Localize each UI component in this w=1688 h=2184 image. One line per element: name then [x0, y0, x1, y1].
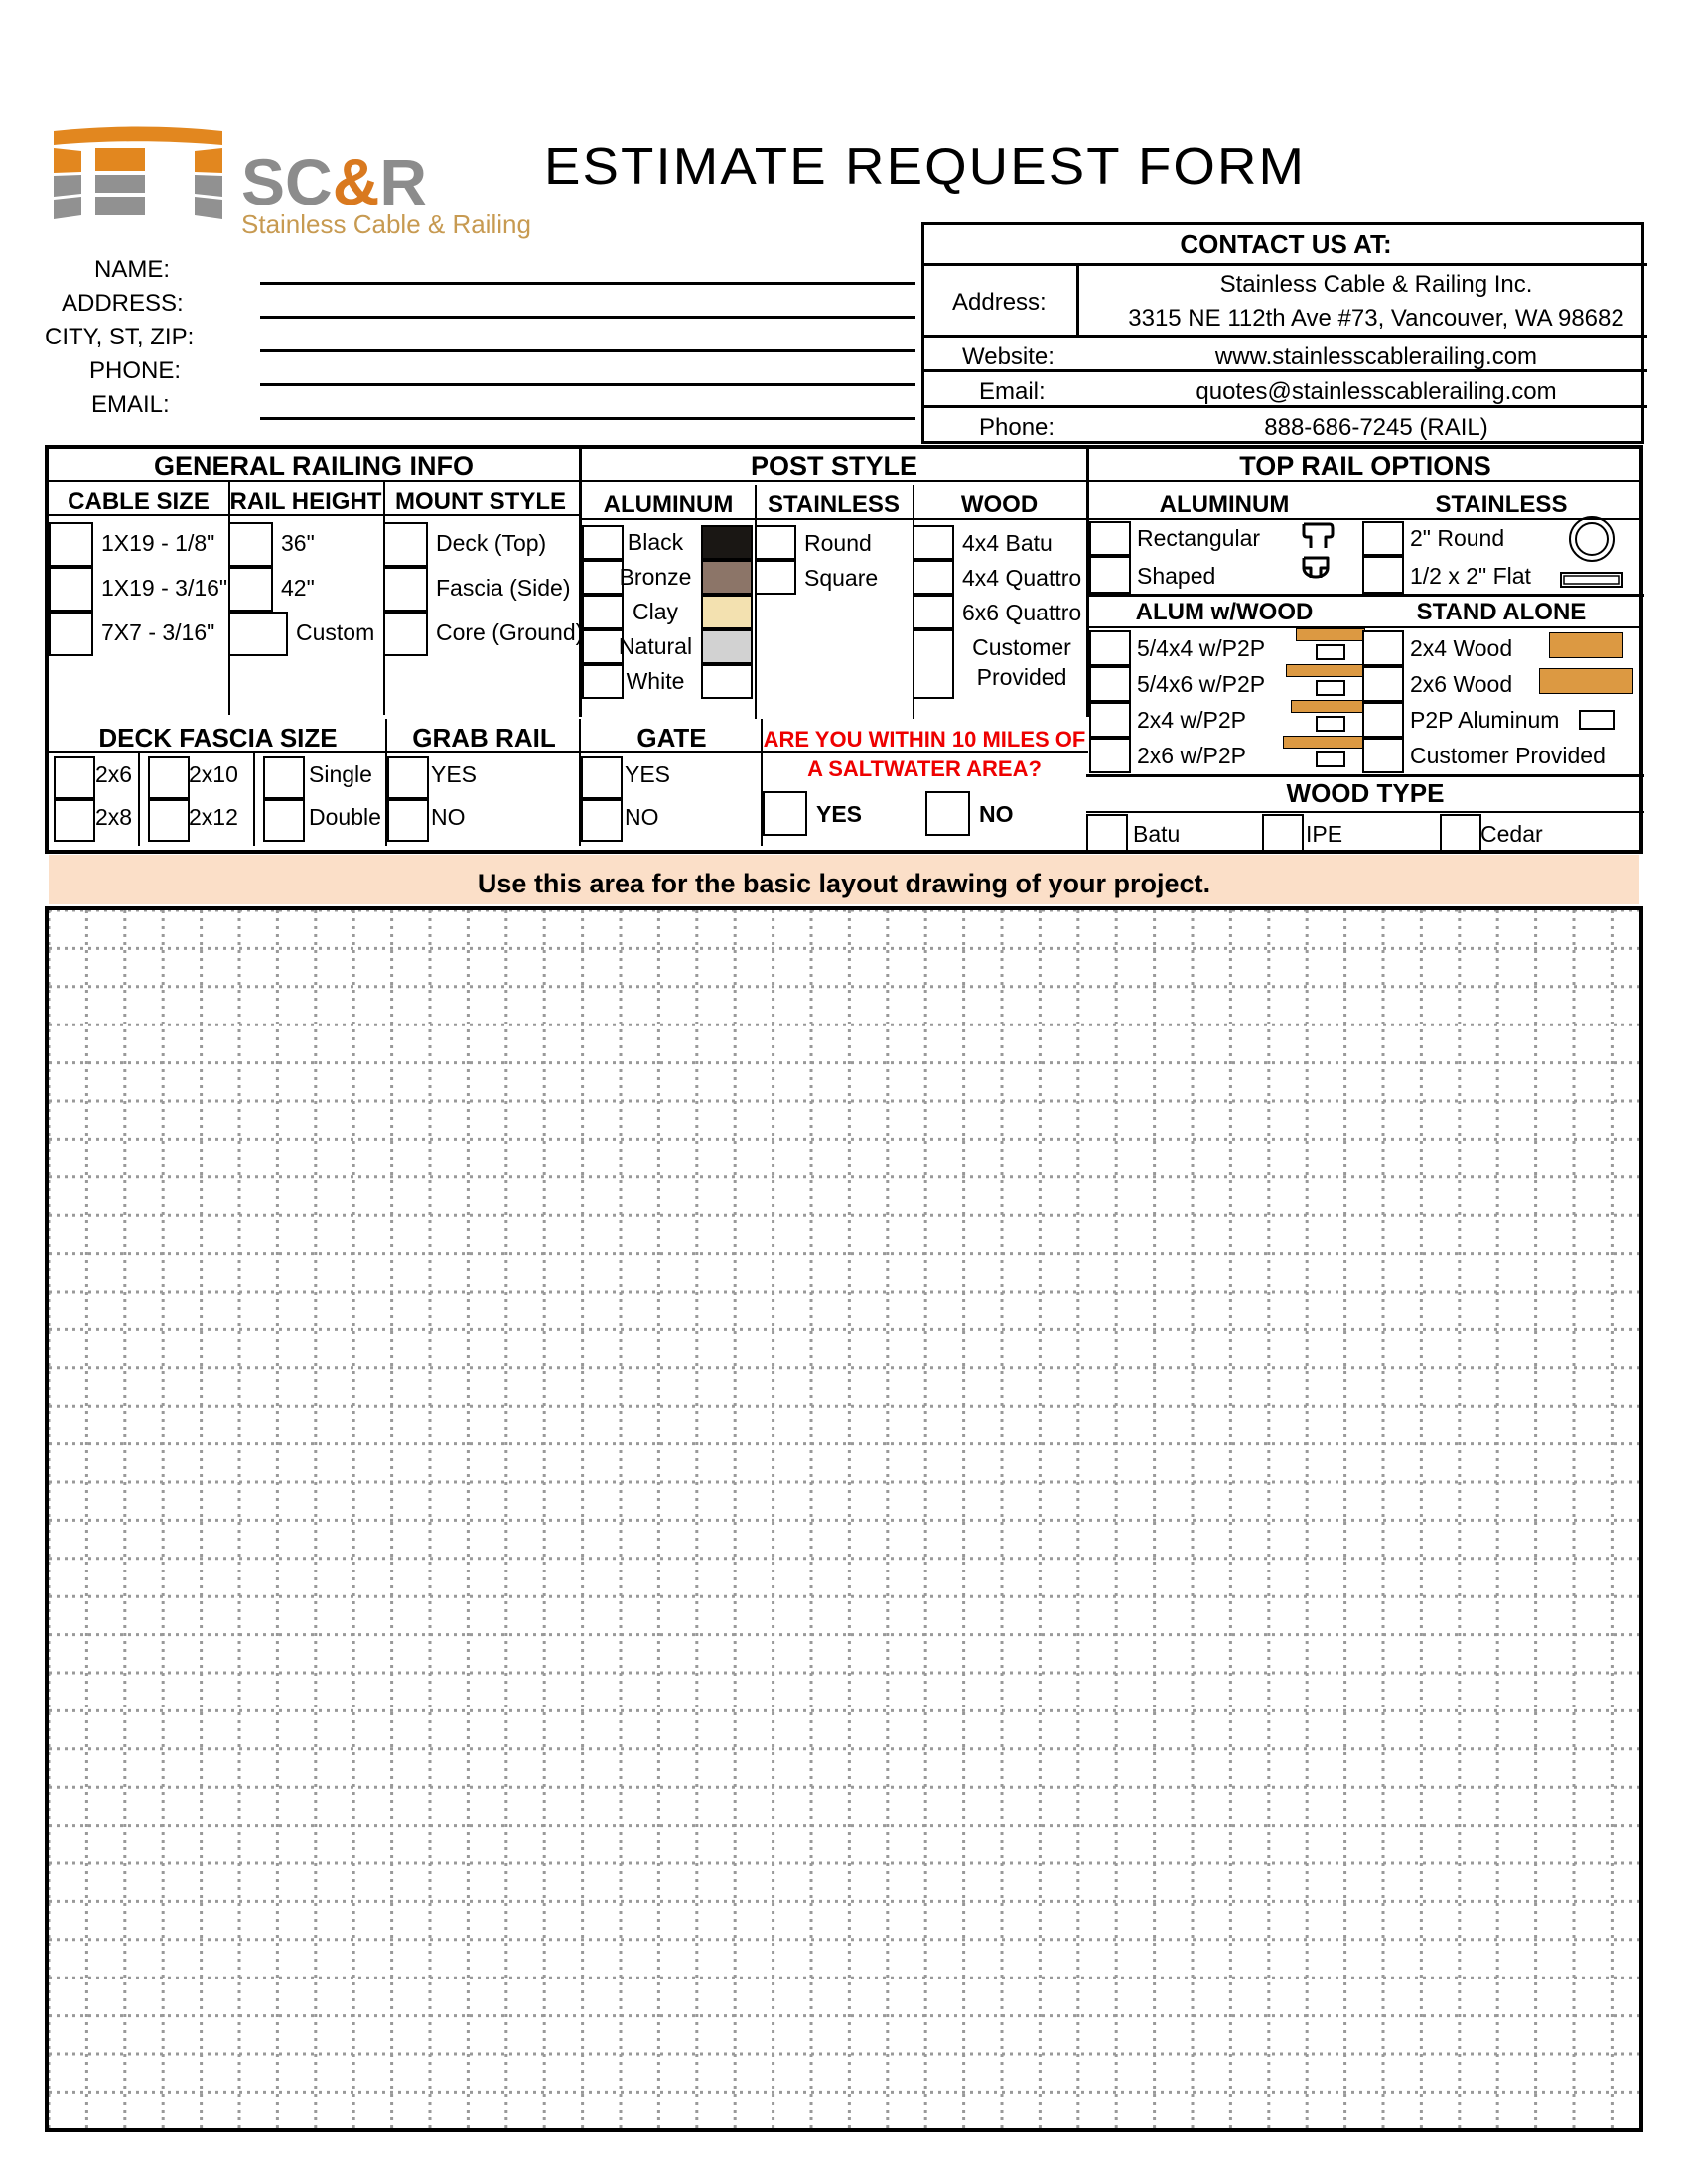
svg-text:Stainless Cable & Railing: Stainless Cable & Railing [241, 209, 531, 239]
svg-text:SC&R: SC&R [241, 145, 427, 218]
